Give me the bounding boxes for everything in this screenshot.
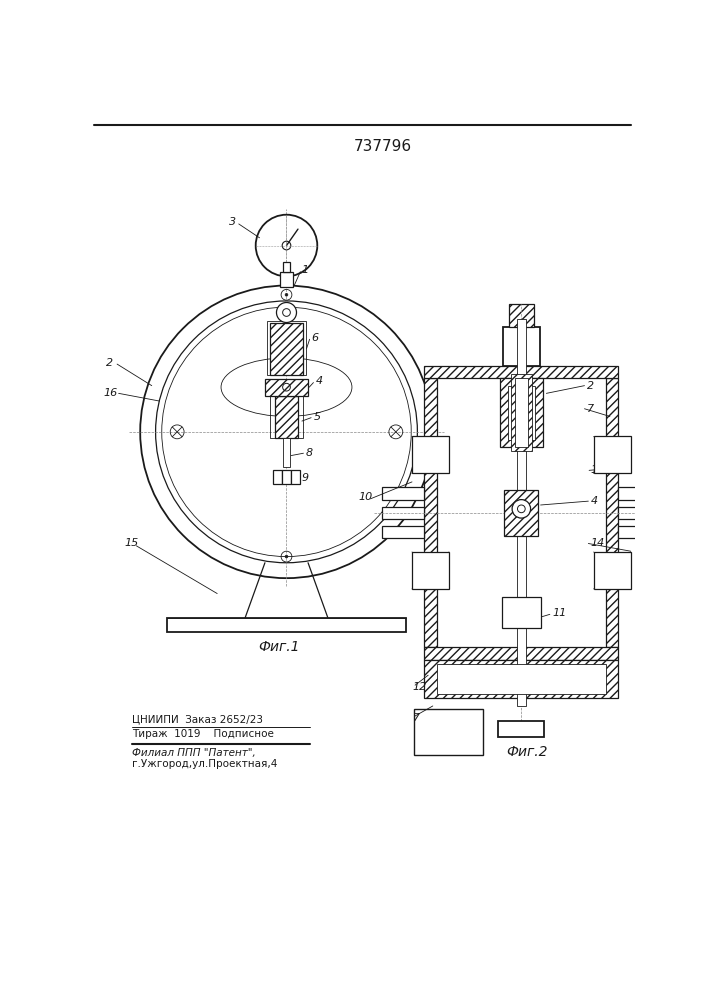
Text: Тираж  1019    Подписное: Тираж 1019 Подписное (132, 729, 274, 739)
Text: 10: 10 (359, 492, 373, 502)
Bar (508, 386, 534, 440)
Text: 8: 8 (305, 448, 313, 458)
Bar (284, 438, 290, 467)
Text: 4: 4 (590, 496, 597, 506)
Circle shape (512, 500, 530, 518)
Bar (619, 507, 661, 519)
Bar (498, 721, 544, 737)
Circle shape (518, 505, 525, 513)
Bar (510, 374, 532, 451)
Bar (515, 378, 527, 447)
Text: 15: 15 (125, 538, 139, 548)
Bar (281, 272, 293, 287)
Bar (382, 526, 424, 538)
Bar (273, 470, 282, 484)
Bar (265, 379, 308, 396)
Text: Филиал ППП "Патент",: Филиал ППП "Патент", (132, 748, 256, 758)
Bar (424, 366, 619, 378)
Text: 2: 2 (105, 358, 112, 368)
Bar (424, 378, 437, 647)
Text: 5: 5 (313, 412, 320, 422)
Bar (167, 618, 406, 632)
Text: 7: 7 (587, 404, 594, 414)
Bar (283, 262, 291, 272)
Bar (594, 436, 631, 473)
Bar (412, 436, 449, 473)
Bar (503, 327, 540, 366)
Bar (270, 396, 303, 438)
Text: ЦНИИПИ  Заказ 2652/23: ЦНИИПИ Заказ 2652/23 (132, 714, 264, 724)
Text: 13: 13 (590, 465, 605, 475)
Bar (502, 597, 541, 628)
Text: 737796: 737796 (354, 139, 411, 154)
Bar (291, 470, 300, 484)
Text: 9: 9 (302, 473, 309, 483)
Bar (270, 323, 303, 375)
Text: 3: 3 (229, 217, 236, 227)
Circle shape (285, 293, 288, 296)
Text: Фиг.1: Фиг.1 (258, 640, 300, 654)
Text: 16: 16 (103, 388, 117, 398)
Text: 7: 7 (413, 713, 420, 723)
Circle shape (285, 555, 288, 558)
Text: 12: 12 (413, 682, 427, 692)
Text: г.Ужгород,ул.Проектная,4: г.Ужгород,ул.Проектная,4 (132, 759, 278, 769)
Text: 14: 14 (590, 538, 605, 548)
Bar (509, 304, 534, 327)
Circle shape (286, 386, 287, 388)
Circle shape (286, 312, 287, 313)
Bar (414, 709, 483, 755)
Bar (437, 664, 606, 694)
Bar (412, 552, 449, 589)
Text: Фиг.2: Фиг.2 (506, 745, 547, 759)
Bar (500, 378, 542, 447)
Bar (382, 507, 424, 519)
Bar (424, 660, 619, 698)
Bar (382, 487, 424, 500)
Bar (517, 319, 526, 706)
Text: 11: 11 (552, 608, 566, 618)
Text: 4: 4 (316, 376, 323, 386)
Text: 2: 2 (587, 381, 594, 391)
Bar (606, 378, 619, 647)
Bar (504, 490, 538, 536)
Bar (275, 396, 298, 438)
Text: 6: 6 (311, 333, 318, 343)
Bar (594, 552, 631, 589)
Text: 1: 1 (302, 265, 309, 275)
Circle shape (276, 302, 296, 323)
Bar (619, 526, 661, 538)
Bar (267, 321, 305, 375)
Bar (282, 470, 291, 484)
Bar (619, 487, 661, 500)
Bar (424, 647, 619, 660)
Circle shape (520, 508, 522, 510)
